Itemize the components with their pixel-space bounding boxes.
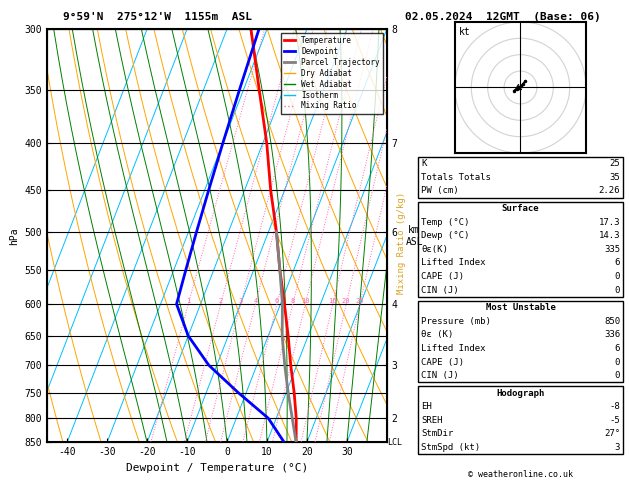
X-axis label: Dewpoint / Temperature (°C): Dewpoint / Temperature (°C) [126,463,308,473]
Text: kt: kt [459,27,470,37]
Text: 0: 0 [615,358,620,366]
Text: 20: 20 [342,298,350,304]
Text: SREH: SREH [421,416,443,425]
Text: θε(K): θε(K) [421,245,448,254]
Text: -8: -8 [610,402,620,411]
Text: 0: 0 [615,371,620,380]
Text: © weatheronline.co.uk: © weatheronline.co.uk [468,469,573,479]
Text: CIN (J): CIN (J) [421,371,459,380]
Text: CAPE (J): CAPE (J) [421,272,464,281]
Text: 27°: 27° [604,430,620,438]
Text: 336: 336 [604,330,620,339]
Text: 02.05.2024  12GMT  (Base: 06): 02.05.2024 12GMT (Base: 06) [405,12,601,22]
Text: Most Unstable: Most Unstable [486,303,555,312]
Text: LCL: LCL [387,438,403,447]
Text: 1: 1 [186,298,191,304]
Text: 25: 25 [610,159,620,168]
Text: θε (K): θε (K) [421,330,454,339]
Text: K: K [421,159,427,168]
Text: 2.26: 2.26 [599,187,620,195]
Y-axis label: km
ASL: km ASL [406,225,423,246]
Text: StmDir: StmDir [421,430,454,438]
Y-axis label: hPa: hPa [9,227,19,244]
Text: Hodograph: Hodograph [496,389,545,398]
Text: Temp (°C): Temp (°C) [421,218,470,226]
Text: 3: 3 [615,443,620,452]
Text: 9°59'N  275°12'W  1155m  ASL: 9°59'N 275°12'W 1155m ASL [63,12,252,22]
Text: 14.3: 14.3 [599,231,620,240]
Text: 8: 8 [291,298,295,304]
Text: Surface: Surface [502,204,539,213]
Legend: Temperature, Dewpoint, Parcel Trajectory, Dry Adiabat, Wet Adiabat, Isotherm, Mi: Temperature, Dewpoint, Parcel Trajectory… [281,33,383,114]
Text: Lifted Index: Lifted Index [421,259,486,267]
Text: 0: 0 [615,272,620,281]
Text: -5: -5 [610,416,620,425]
Text: 850: 850 [604,317,620,326]
Text: 25: 25 [355,298,364,304]
Text: 6: 6 [615,344,620,353]
Text: 6: 6 [615,259,620,267]
Text: PW (cm): PW (cm) [421,187,459,195]
Text: Dewp (°C): Dewp (°C) [421,231,470,240]
Text: Mixing Ratio (g/kg): Mixing Ratio (g/kg) [397,192,406,294]
Text: 3: 3 [238,298,243,304]
Text: StmSpd (kt): StmSpd (kt) [421,443,481,452]
Text: 6: 6 [275,298,279,304]
Text: Lifted Index: Lifted Index [421,344,486,353]
Text: CAPE (J): CAPE (J) [421,358,464,366]
Text: EH: EH [421,402,432,411]
Text: 335: 335 [604,245,620,254]
Text: Totals Totals: Totals Totals [421,173,491,182]
Text: Pressure (mb): Pressure (mb) [421,317,491,326]
Text: 0: 0 [615,286,620,295]
Text: 2: 2 [218,298,223,304]
Text: 35: 35 [610,173,620,182]
Text: 16: 16 [328,298,337,304]
Text: 4: 4 [253,298,257,304]
Text: 17.3: 17.3 [599,218,620,226]
Text: CIN (J): CIN (J) [421,286,459,295]
Text: 10: 10 [301,298,309,304]
